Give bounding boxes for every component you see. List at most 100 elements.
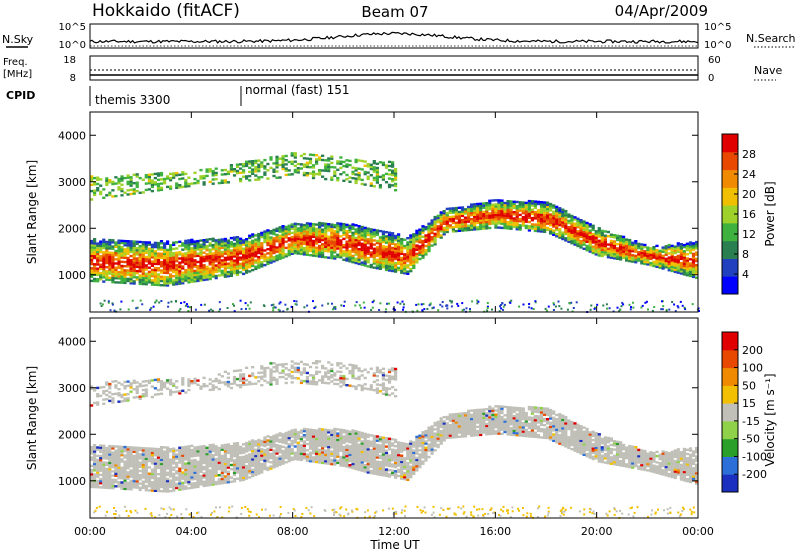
range-cell (263, 255, 267, 258)
range-cell (612, 242, 617, 245)
range-cell (117, 264, 121, 267)
range-cell (543, 213, 547, 217)
range-cell (138, 478, 142, 481)
range-cell (336, 222, 340, 225)
range-cell (214, 466, 218, 469)
range-cell (223, 256, 227, 260)
range-cell (567, 221, 571, 225)
range-cell (558, 305, 561, 308)
range-cell (105, 482, 109, 485)
range-cell (141, 268, 145, 271)
range-cell (114, 277, 118, 280)
range-cell (114, 457, 118, 461)
range-cell (634, 250, 638, 253)
range-cell (603, 253, 607, 256)
range-cell (126, 256, 130, 260)
range-cell (251, 456, 255, 459)
range-cell (445, 224, 449, 227)
range-cell (120, 256, 124, 259)
range-cell (178, 457, 182, 460)
range-cell (415, 259, 419, 262)
range-cell (558, 232, 562, 235)
range-cell (354, 238, 358, 242)
range-cell (214, 266, 218, 269)
range-cell (263, 455, 267, 458)
range-cell (351, 240, 355, 243)
range-cell (287, 160, 291, 164)
range-cell (318, 455, 322, 458)
range-cell (141, 451, 145, 454)
range-cell (585, 230, 589, 233)
range-cell (208, 168, 212, 171)
range-cell (156, 485, 161, 488)
range-cell (190, 478, 194, 481)
range-cell (147, 241, 151, 244)
range-cell (430, 231, 434, 235)
range-cell (327, 447, 331, 451)
range-cell (172, 283, 176, 286)
range-cell (254, 261, 258, 264)
range-cell (366, 227, 370, 230)
range-cell (205, 244, 209, 248)
range-cell (491, 308, 493, 311)
range-cell (99, 480, 103, 483)
range-cell (96, 463, 100, 466)
range-cell (132, 261, 136, 264)
range-cell (397, 247, 401, 251)
range-cell (384, 254, 389, 257)
range-cell (245, 162, 249, 166)
range-cell (126, 464, 130, 468)
range-cell (242, 468, 246, 471)
range-cell (637, 251, 641, 254)
range-cell (673, 264, 677, 267)
range-cell (245, 454, 249, 457)
range-cell (126, 271, 130, 274)
range-cell (117, 258, 121, 261)
range-cell (169, 269, 173, 272)
range-cell (166, 259, 170, 262)
range-cell (561, 235, 565, 239)
range-cell (229, 241, 233, 244)
range-cell (330, 256, 334, 260)
range-cell (120, 260, 124, 263)
range-cell (315, 435, 319, 439)
range-cell (135, 257, 139, 260)
range-cell (202, 476, 206, 479)
range-cell (166, 467, 170, 470)
range-cell (272, 243, 276, 246)
range-cell (445, 216, 449, 219)
range-cell (570, 229, 574, 232)
range-cell (401, 300, 404, 303)
range-cell (402, 308, 404, 311)
range-cell (655, 253, 659, 256)
range-cell (336, 247, 340, 250)
range-cell (296, 227, 300, 230)
range-cell (229, 166, 233, 169)
range-cell (360, 263, 364, 266)
range-cell (129, 250, 133, 254)
range-cell (451, 211, 455, 214)
range-cell (211, 470, 215, 474)
range-cell (275, 460, 279, 464)
range-cell (299, 163, 303, 166)
colorbar-tick-label: 16 (742, 208, 756, 221)
range-cell (166, 490, 170, 493)
range-cell (144, 484, 148, 488)
range-cell (564, 214, 568, 217)
range-cell (372, 228, 376, 232)
range-cell (193, 446, 197, 449)
range-cell (305, 157, 309, 160)
range-cell (588, 246, 592, 249)
range-cell (127, 308, 130, 311)
range-cell (229, 255, 233, 259)
range-cell (369, 182, 373, 185)
range-cell (591, 224, 595, 227)
range-cell (96, 465, 100, 468)
range-cell (257, 468, 261, 471)
range-cell (625, 253, 629, 256)
range-cell (499, 304, 502, 306)
range-cell (266, 454, 270, 457)
range-cell (120, 271, 124, 274)
range-cell (169, 481, 173, 484)
range-cell (187, 182, 191, 186)
